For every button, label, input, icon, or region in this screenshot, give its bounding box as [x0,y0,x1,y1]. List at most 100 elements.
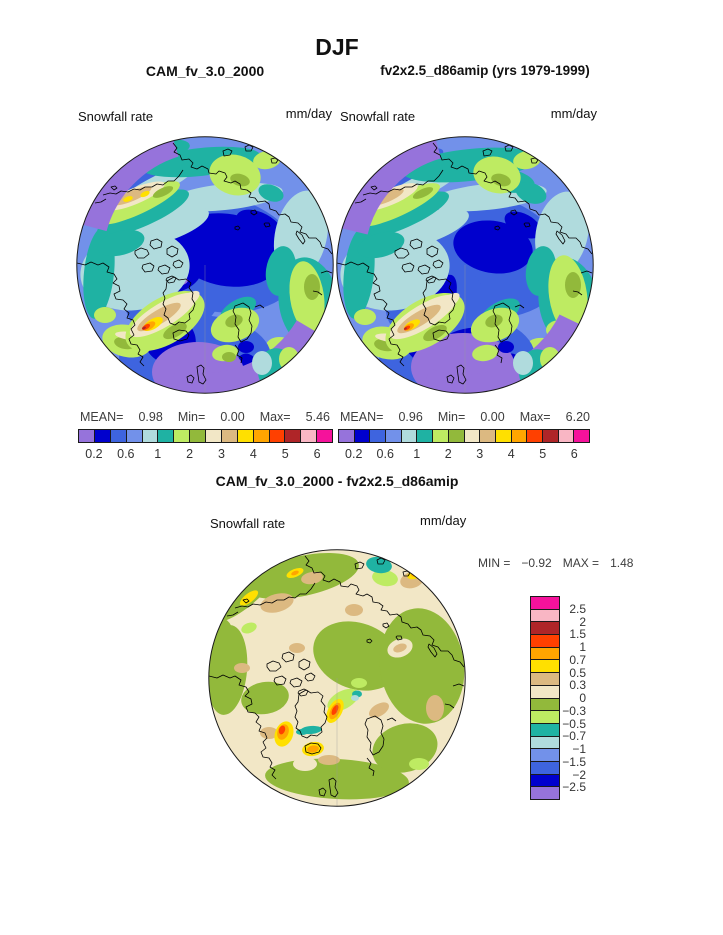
mean-value: 0.98 [138,410,163,424]
max-value: 5.46 [305,410,330,424]
right-model-title: fv2x2.5_d86amip (yrs 1979-1999) [380,63,590,78]
colorbar-tick: −0.3 [562,703,586,718]
min-value: 0.00 [220,410,245,424]
colorbar-cell [531,609,559,623]
colorbar-cell [190,430,206,442]
colorbar-tick: 1 [154,447,162,461]
diff-title: CAM_fv_3.0_2000 - fv2x2.5_d86amip [215,473,459,489]
colorbar-tick: 0.6 [117,447,135,461]
colorbar-cell [126,430,143,442]
min-value: −0.92 [521,556,552,570]
colorbar-cell [174,430,191,442]
colorbar-cell [558,430,575,442]
colorbar-cell [574,430,589,442]
max-value: 6.20 [565,410,590,424]
colorbar-tick: −0.5 [562,716,586,731]
colorbar-tick: 0.6 [376,447,394,461]
colorbar-tick: 1.5 [569,627,586,642]
right-map [336,136,594,394]
colorbar-tick: 0.2 [345,447,363,461]
colorbar-tick: 0.3 [569,678,586,693]
colorbar-cell [158,430,175,442]
colorbar-cell [110,430,127,442]
colorbar-tick: 0.5 [569,665,586,680]
colorbar-cell [79,430,95,442]
max-label: Max= [259,410,291,424]
right-colorbar-ticks: 0.2 0.6 1 2 3 4 5 6 [338,447,590,461]
colorbar-cell [94,430,111,442]
min-label: Min= [177,410,206,424]
left-stats: MEAN= 0.98 Min= 0.00 Max= 5.46 [80,410,330,424]
colorbar-cell [142,430,159,442]
colorbar-tick: 2 [579,614,586,629]
colorbar-cell [370,430,387,442]
colorbar-cell [531,647,559,661]
colorbar-cell [511,430,528,442]
left-colorbar-ticks: 0.2 0.6 1 2 3 4 5 6 [78,447,333,461]
mean-value: 0.96 [398,410,423,424]
min-label: Min= [437,410,466,424]
colorbar-tick: 4 [507,447,515,461]
right-stats: MEAN= 0.96 Min= 0.00 Max= 6.20 [340,410,590,424]
colorbar-tick: 0 [579,691,586,705]
colorbar-cell [495,430,512,442]
colorbar-cell [354,430,371,442]
figure-title: DJF [315,34,359,60]
colorbar-cell [531,736,559,750]
colorbar-cell [531,723,559,737]
colorbar-cell [527,430,543,442]
colorbar-tick: −2.5 [562,780,586,795]
diff-field-label: Snowfall rate [210,516,286,531]
colorbar-cell [531,774,559,788]
right-field-label: Snowfall rate [340,109,416,124]
diff-units-label: mm/day [420,513,467,528]
colorbar-cell [386,430,402,442]
colorbar-cell [531,635,559,648]
colorbar-tick: 2 [444,447,452,461]
colorbar-cell [531,761,559,775]
diff-map [208,549,466,807]
colorbar-cell [285,430,302,442]
colorbar-cell [531,685,559,699]
colorbar-tick: 4 [249,447,257,461]
colorbar-tick: 5 [539,447,547,461]
colorbar-cell [531,787,559,799]
mean-label: MEAN= [340,410,384,424]
diff-stats: MIN = −0.92 MAX = 1.48 [478,556,633,570]
right-colorbar [338,429,590,443]
colorbar-tick: 2.5 [569,601,586,616]
colorbar-tick: 3 [217,447,225,461]
diff-colorbar [530,596,560,800]
colorbar-tick: 2 [186,447,194,461]
colorbar-tick: 1 [413,447,421,461]
colorbar-tick: 1 [579,640,586,654]
left-units-label: mm/day [285,106,332,121]
colorbar-cell [417,430,434,442]
colorbar-tick: 3 [476,447,484,461]
colorbar-tick: −2 [572,767,586,782]
colorbar-cell [433,430,449,442]
colorbar-cell [253,430,270,442]
colorbar-tick: −1.5 [562,754,586,769]
colorbar-cell [221,430,238,442]
min-value: 0.00 [480,410,505,424]
colorbar-cell [531,660,559,674]
colorbar-cell [531,711,559,724]
colorbar-cell [339,430,355,442]
colorbar-cell [448,430,465,442]
colorbar-cell [269,430,286,442]
colorbar-tick: 0.7 [569,652,586,667]
colorbar-tick: 6 [313,447,321,461]
max-value: 1.48 [610,556,634,570]
right-units-label: mm/day [550,106,597,121]
colorbar-cell [237,430,254,442]
colorbar-tick: 6 [570,447,578,461]
colorbar-tick: 0.2 [85,447,103,461]
max-label: MAX = [562,556,600,570]
colorbar-cell [531,698,559,712]
colorbar-cell [301,430,318,442]
colorbar-cell [401,430,418,442]
mean-label: MEAN= [80,410,124,424]
colorbar-tick: 5 [281,447,289,461]
